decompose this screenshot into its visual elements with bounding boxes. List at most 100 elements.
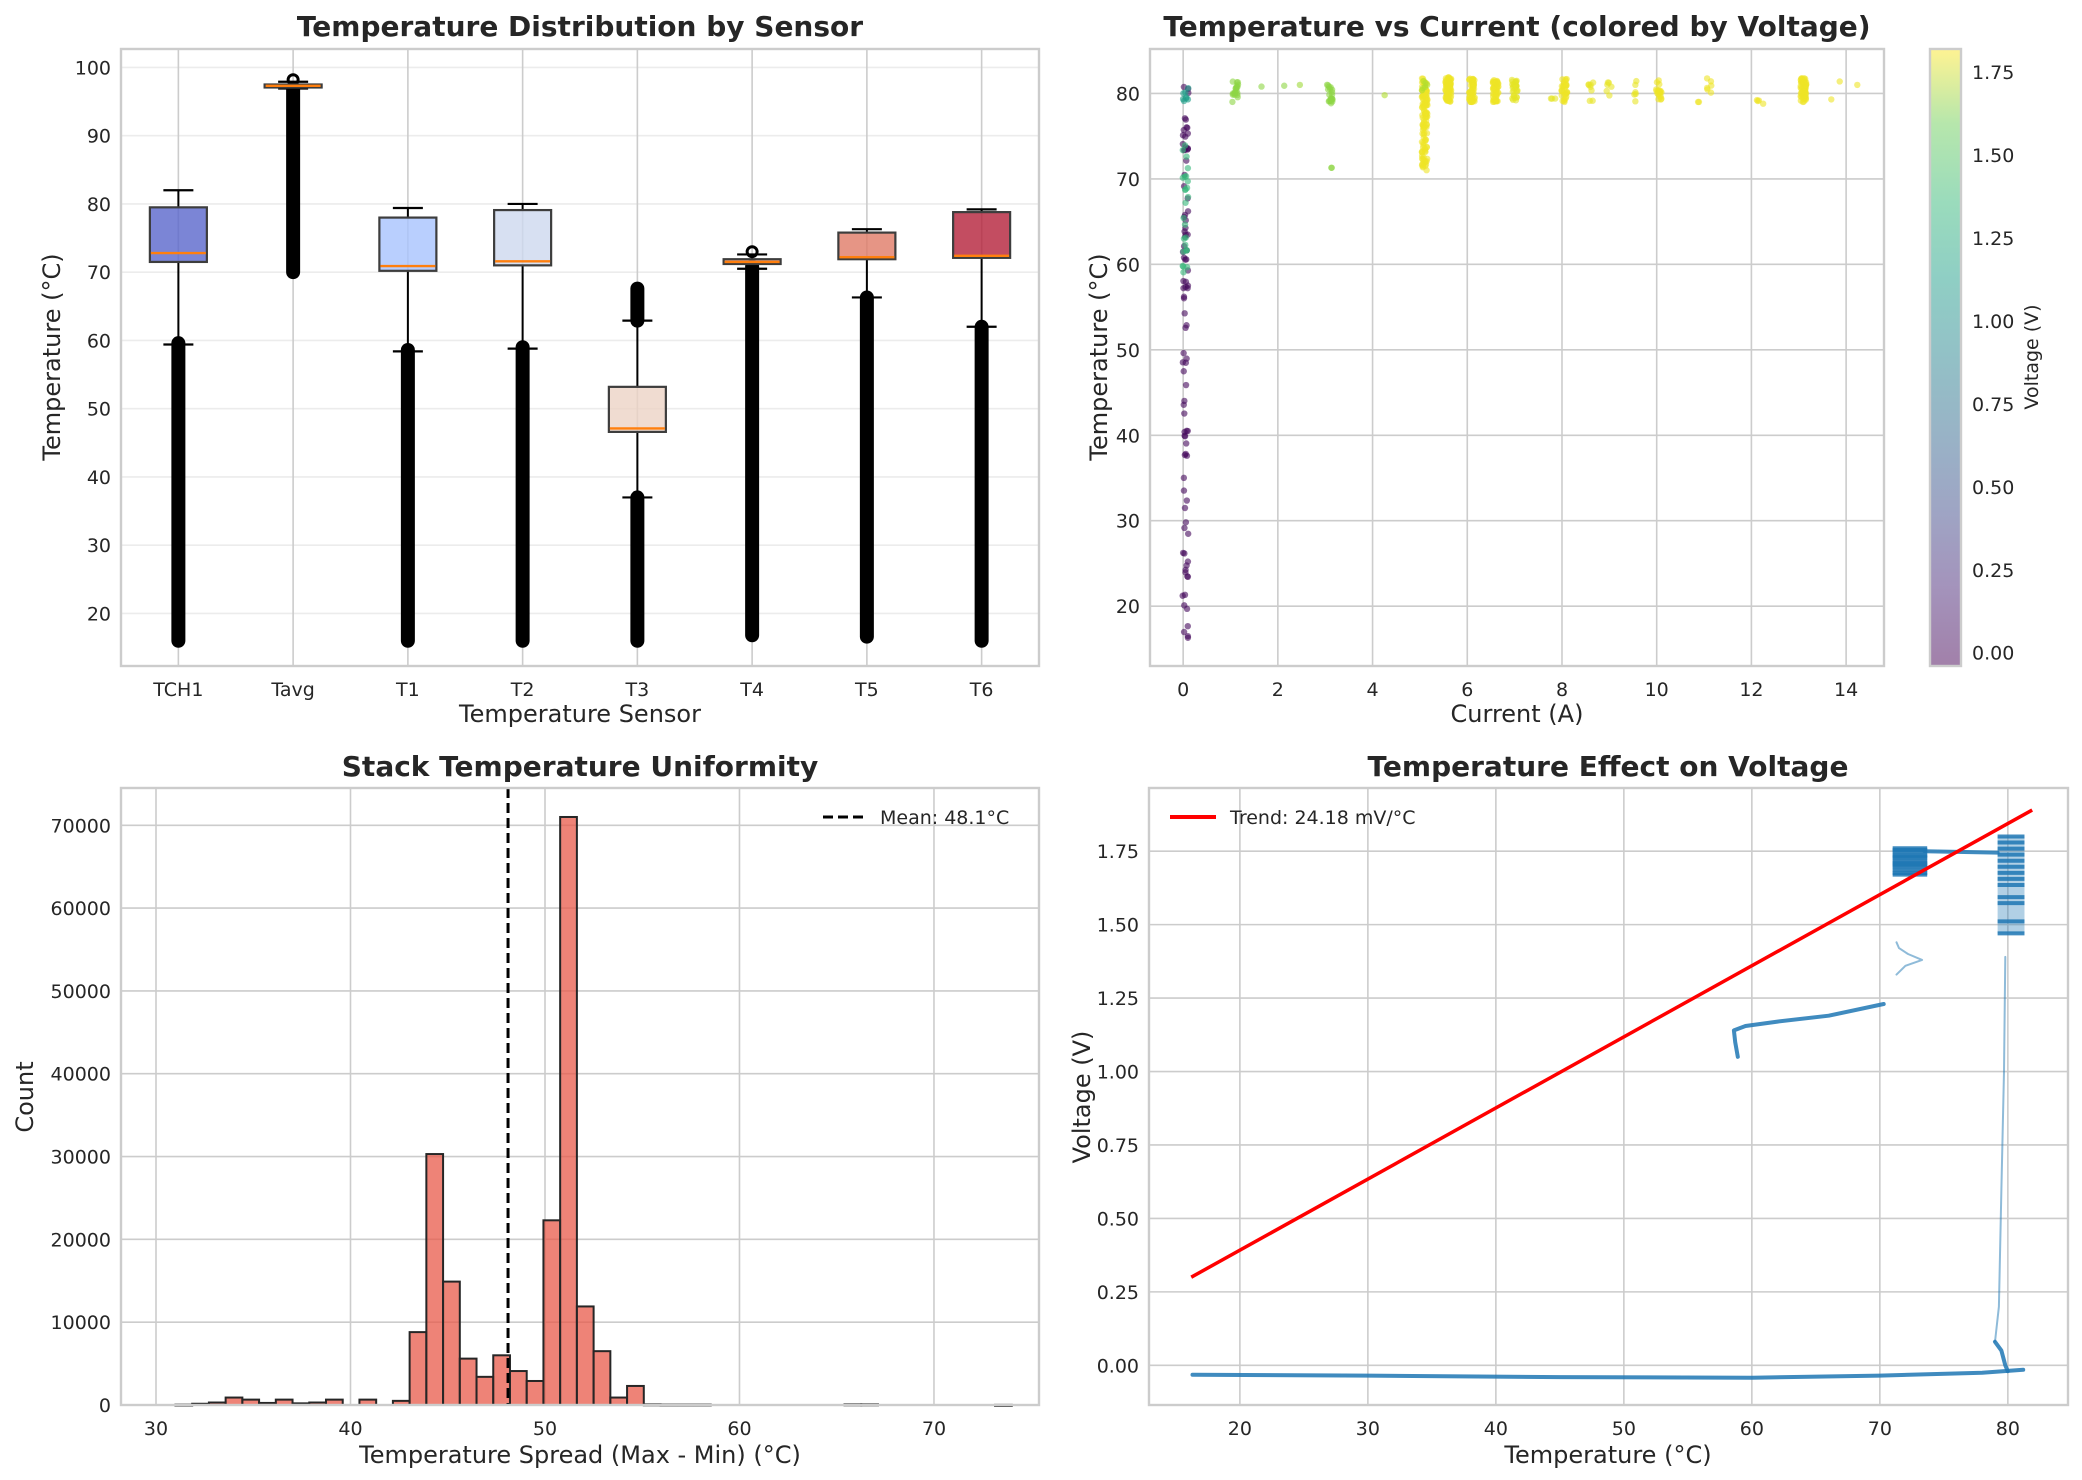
histogram-ylabel: Count bbox=[11, 1061, 39, 1132]
y-tick-label: 0.50 bbox=[1097, 1208, 1139, 1230]
box-t6 bbox=[952, 208, 1012, 648]
scatter-point bbox=[1444, 86, 1452, 94]
y-tick-label: 20 bbox=[87, 603, 111, 625]
histogram-bar bbox=[626, 1384, 645, 1406]
y-tick-label: 40 bbox=[87, 467, 111, 489]
panel-voltage-temp: Temperature Effect on Voltage 0.000.250.… bbox=[1068, 750, 2070, 1469]
voltage-temp-frame bbox=[1147, 786, 2070, 1407]
scatter-point bbox=[1854, 81, 1861, 89]
colorbar-tick-label: 0.25 bbox=[1972, 560, 2014, 582]
scatter-point bbox=[1180, 349, 1187, 357]
y-tick-label: 30000 bbox=[51, 1147, 111, 1169]
scatter-point bbox=[1181, 221, 1189, 228]
box-iqr bbox=[837, 231, 897, 261]
scatter-point bbox=[1423, 121, 1430, 129]
x-tick-label-t2: T2 bbox=[510, 679, 535, 701]
colorbar-frame bbox=[1928, 47, 1963, 668]
scatter-cluster bbox=[1703, 75, 1715, 96]
scatter-point bbox=[1181, 504, 1189, 512]
scatter-point bbox=[1184, 178, 1191, 185]
scatter-cluster bbox=[1653, 77, 1665, 103]
x-tick-label-tch1: TCH1 bbox=[152, 679, 203, 701]
scatter-point bbox=[1180, 254, 1188, 261]
scatter-point bbox=[1589, 97, 1596, 104]
scatter-point bbox=[1182, 133, 1189, 140]
scatter-point bbox=[1828, 96, 1835, 103]
x-tick-label: 30 bbox=[144, 1418, 168, 1440]
histogram-bar bbox=[542, 1219, 562, 1406]
box-plot-frame bbox=[119, 47, 1041, 668]
scatter-cluster bbox=[1258, 83, 1265, 90]
y-tick-label: 1.50 bbox=[1097, 915, 1139, 937]
scatter-point bbox=[1180, 628, 1188, 636]
scatter-cluster bbox=[1631, 77, 1640, 105]
scatter-cluster bbox=[1836, 78, 1843, 85]
scatter-point bbox=[1183, 562, 1190, 569]
panel-scatter-current: Temperature vs Current (colored by Volta… bbox=[1085, 10, 2043, 728]
scatter-point bbox=[1181, 115, 1189, 122]
scatter-point bbox=[1281, 82, 1288, 89]
y-tick-label: 0.25 bbox=[1097, 1282, 1139, 1304]
scatter-point bbox=[1799, 98, 1807, 106]
y-tick-label: 70 bbox=[87, 262, 111, 284]
y-tick-label: 10000 bbox=[51, 1312, 111, 1334]
voltage-trace bbox=[1190, 1367, 2026, 1380]
y-tick-label: 80 bbox=[87, 194, 111, 216]
scatter-point bbox=[1632, 98, 1639, 105]
segment-t80-band bbox=[1997, 834, 2025, 936]
scatter-point bbox=[1180, 277, 1187, 285]
scatter-point bbox=[1447, 92, 1455, 100]
scatter-point bbox=[1184, 164, 1192, 172]
voltage-temp-legend: Trend: 24.18 mV/°C bbox=[1170, 807, 1416, 829]
x-tick-label-t5: T5 bbox=[854, 679, 879, 701]
histogram-bar bbox=[525, 1379, 545, 1406]
scatter-point bbox=[1180, 214, 1187, 222]
voltage-temp-ylabel: Voltage (V) bbox=[1068, 1031, 1096, 1164]
scatter-point bbox=[1234, 91, 1241, 99]
scatter-cluster bbox=[1323, 81, 1336, 107]
scatter-point bbox=[1418, 87, 1426, 94]
x-tick-label: 14 bbox=[1834, 679, 1858, 701]
scatter-current-marks bbox=[1179, 74, 1861, 641]
box-iqr bbox=[952, 211, 1012, 259]
scatter-point bbox=[1512, 84, 1519, 91]
scatter-cluster bbox=[1558, 75, 1571, 106]
y-tick-label: 20000 bbox=[51, 1229, 111, 1251]
scatter-point bbox=[1493, 97, 1500, 104]
scatter-point bbox=[1328, 164, 1335, 171]
voltage-temp-ticks: 0.00 0.25 0.50 0.75 1.00 1.25 1.50 1.75 20 30 40 50… bbox=[1097, 841, 2020, 1440]
y-tick-label: 80 bbox=[1116, 83, 1140, 105]
scatter-point bbox=[1258, 83, 1265, 90]
box-plot-xlabel: Temperature Sensor bbox=[458, 700, 701, 728]
y-tick-label: 1.25 bbox=[1097, 988, 1139, 1010]
scatter-point bbox=[1418, 138, 1426, 146]
voltage-trace bbox=[1922, 849, 2000, 855]
scatter-point bbox=[1633, 77, 1640, 85]
histogram-bar bbox=[408, 1331, 428, 1407]
scatter-point bbox=[1180, 269, 1187, 276]
scatter-point bbox=[1509, 96, 1517, 104]
scatter-cluster bbox=[1828, 96, 1835, 103]
scatter-point bbox=[1420, 157, 1427, 165]
x-tick-label: 12 bbox=[1739, 679, 1763, 701]
x-tick-label: 70 bbox=[922, 1418, 946, 1440]
histogram-bar bbox=[425, 1153, 445, 1407]
scatter-point bbox=[1468, 87, 1475, 94]
scatter-point bbox=[1424, 101, 1431, 109]
scatter-cluster bbox=[1229, 78, 1242, 106]
box-plot-grid bbox=[121, 49, 1039, 666]
histogram-frame bbox=[119, 786, 1041, 1407]
y-tick-label: 1.75 bbox=[1097, 841, 1139, 863]
x-tick-label-t3: T3 bbox=[625, 679, 650, 701]
scatter-cluster bbox=[1442, 74, 1455, 105]
scatter-cluster bbox=[1694, 98, 1703, 106]
colorbar-tick-label: 1.50 bbox=[1972, 145, 2014, 167]
y-tick-label: 60000 bbox=[51, 898, 111, 920]
scatter-point bbox=[1836, 78, 1843, 85]
segment-t71-branch bbox=[1895, 941, 1924, 976]
y-tick-label: 1.00 bbox=[1097, 1062, 1139, 1084]
legend-trend-label: Trend: 24.18 mV/°C bbox=[1229, 807, 1416, 829]
histogram-bar bbox=[559, 815, 578, 1406]
scatter-point bbox=[1184, 622, 1191, 630]
y-tick-label: 70000 bbox=[51, 815, 111, 837]
